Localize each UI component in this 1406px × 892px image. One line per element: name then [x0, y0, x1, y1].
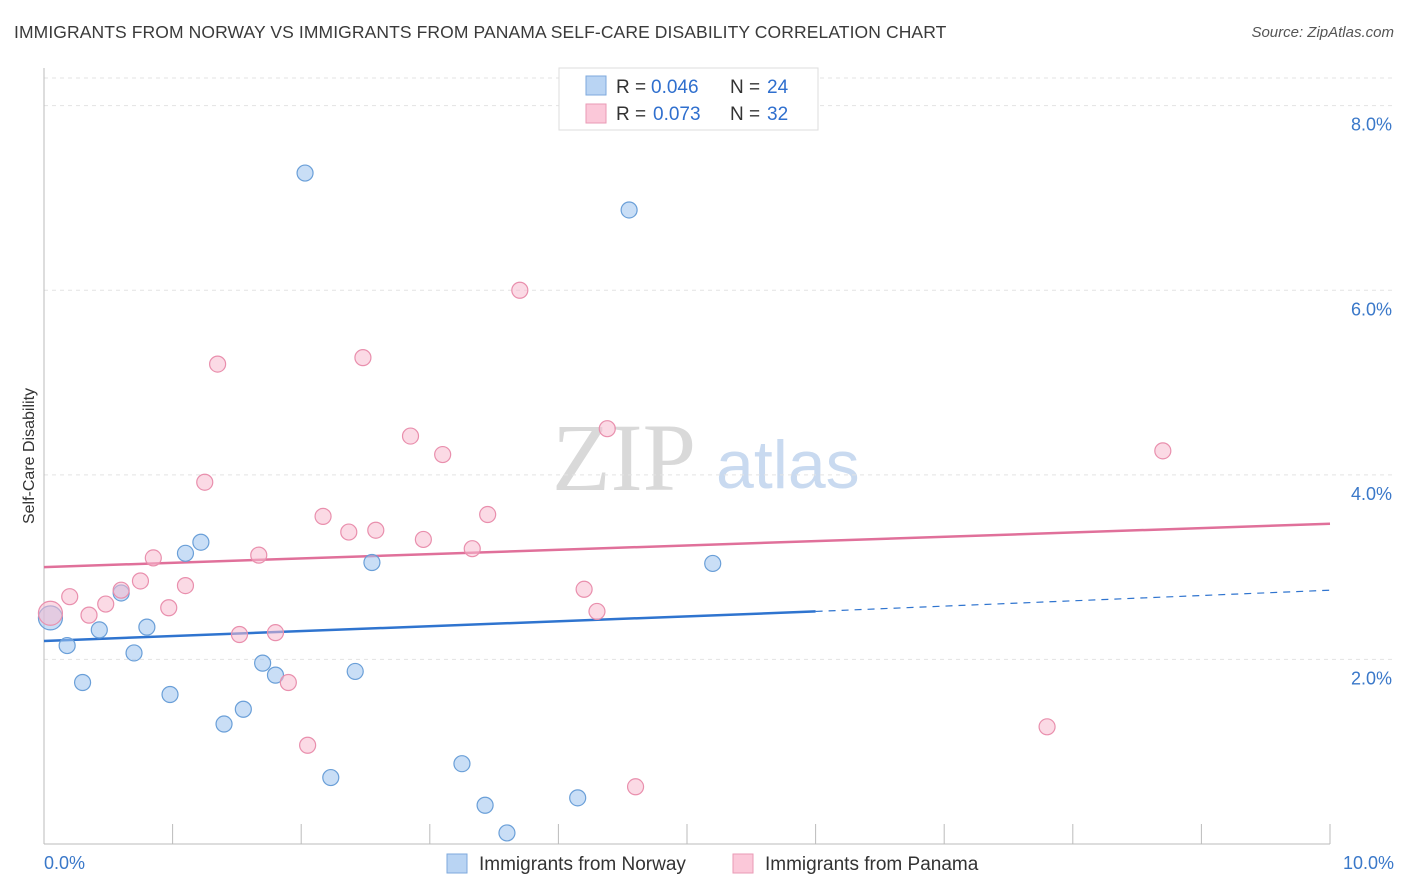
- point-series1-7: [160, 599, 178, 617]
- point-series1-12: [250, 546, 268, 564]
- y-axis-label: Self-Care Disability: [21, 388, 38, 524]
- point-series0-23: [704, 554, 722, 573]
- chart-title: IMMIGRANTS FROM NORWAY VS IMMIGRANTS FRO…: [14, 22, 947, 42]
- point-series0-1: [58, 636, 76, 655]
- legend-r-label-panama: R =: [616, 104, 646, 125]
- point-series1-29: [626, 778, 645, 796]
- point-series0-15: [322, 768, 340, 787]
- bottom-legend-swatch-panama: [732, 853, 754, 874]
- point-series1-31: [1154, 442, 1172, 460]
- data-points: [37, 164, 1172, 842]
- legend-r-value-norway: 0.046: [651, 77, 699, 98]
- point-series1-18: [354, 349, 372, 367]
- point-series0-14: [296, 164, 314, 182]
- x-tick-label-min: 0.0%: [44, 853, 85, 873]
- point-series1-23: [463, 540, 481, 558]
- y-tick-label-3: 8.0%: [1351, 115, 1392, 135]
- y-tick-label-0: 2.0%: [1351, 668, 1392, 688]
- watermark-atlas: atlas: [716, 427, 860, 503]
- point-series0-10: [215, 715, 233, 733]
- point-series1-21: [414, 530, 432, 549]
- legend-n-label-norway: N =: [730, 77, 760, 98]
- point-series1-20: [401, 427, 420, 445]
- point-series0-17: [363, 553, 381, 572]
- point-series1-4: [112, 581, 130, 599]
- trend-line-0: [43, 610, 816, 643]
- point-series0-9: [192, 533, 210, 551]
- point-series1-25: [511, 281, 529, 299]
- point-series1-28: [598, 420, 616, 438]
- point-series1-15: [299, 736, 317, 754]
- point-series1-2: [80, 606, 98, 624]
- bottom-legend-label-norway: Immigrants from Norway: [479, 854, 686, 875]
- point-series1-22: [434, 445, 452, 464]
- point-series0-20: [498, 824, 516, 842]
- point-series0-12: [254, 654, 272, 672]
- x-tick-label-max: 10.0%: [1343, 853, 1394, 873]
- point-series0-16: [346, 662, 364, 681]
- point-series0-19: [476, 796, 494, 814]
- top-legend: R = 0.046 N = 24 R = 0.073 N = 32: [558, 67, 819, 131]
- point-series0-8: [176, 544, 195, 562]
- grid-lines: [44, 77, 1392, 660]
- point-series0-13: [266, 666, 285, 684]
- point-series0-18: [453, 755, 471, 773]
- point-series0-5: [125, 644, 143, 662]
- trend-lines: [43, 522, 1331, 643]
- trend-line-1: [43, 522, 1331, 569]
- bottom-legend-label-panama: Immigrants from Panama: [765, 854, 979, 875]
- legend-r-value-panama: 0.073: [653, 104, 701, 125]
- point-series1-5: [131, 572, 150, 590]
- point-series0-21: [569, 789, 587, 807]
- point-series1-13: [266, 624, 285, 642]
- trend-line-ext-0: [815, 589, 1331, 613]
- point-series0-6: [138, 618, 156, 636]
- point-series0-11: [234, 700, 252, 718]
- y-tick-label-1: 4.0%: [1351, 484, 1392, 504]
- legend-n-label-panama: N =: [730, 104, 760, 125]
- point-series1-3: [97, 595, 115, 613]
- point-series1-30: [1038, 718, 1056, 736]
- legend-swatch-panama: [585, 103, 607, 124]
- legend-n-value-panama: 32: [767, 104, 788, 125]
- watermark-zip: ZIP: [552, 404, 696, 511]
- point-series1-26: [575, 580, 593, 598]
- point-series1-19: [367, 521, 385, 539]
- point-series0-2: [73, 673, 92, 692]
- point-series1-11: [230, 625, 249, 644]
- point-series1-24: [479, 505, 497, 524]
- point-series1-0: [37, 600, 64, 626]
- point-series1-6: [144, 549, 162, 567]
- bottom-legend: Immigrants from Norway Immigrants from P…: [446, 853, 979, 875]
- point-series1-27: [588, 602, 606, 621]
- point-series1-10: [209, 355, 227, 373]
- point-series1-17: [340, 523, 358, 541]
- point-series1-1: [61, 588, 79, 606]
- source-label: Source: ZipAtlas.com: [1251, 24, 1394, 41]
- axes: [43, 68, 1331, 845]
- legend-swatch-norway: [585, 75, 607, 96]
- legend-r-label-norway: R =: [616, 77, 646, 98]
- point-series1-16: [314, 507, 332, 525]
- y-tick-labels: 2.0% 4.0% 6.0% 8.0%: [1351, 115, 1392, 689]
- point-series1-8: [176, 576, 195, 595]
- y-tick-label-2: 6.0%: [1351, 299, 1392, 319]
- point-series1-9: [196, 473, 214, 491]
- bottom-legend-swatch-norway: [446, 853, 468, 874]
- point-series0-3: [90, 621, 108, 639]
- legend-n-value-norway: 24: [767, 77, 789, 98]
- point-series0-22: [620, 201, 638, 219]
- point-series0-7: [161, 685, 179, 704]
- point-series1-14: [279, 673, 297, 692]
